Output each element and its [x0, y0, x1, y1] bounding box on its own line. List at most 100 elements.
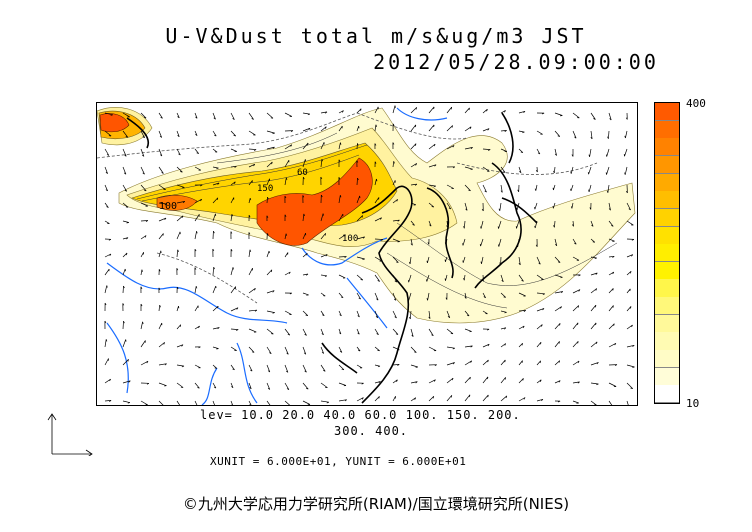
- wind-arrow: [212, 130, 217, 137]
- wind-arrow-head: [517, 189, 520, 192]
- wind-arrow: [356, 125, 360, 132]
- wind-arrow: [122, 202, 129, 208]
- wind-arrow: [248, 346, 255, 353]
- wind-arrow: [464, 107, 470, 114]
- wind-arrow: [518, 343, 523, 348]
- wind-arrow: [463, 220, 466, 229]
- wind-arrow: [176, 382, 184, 388]
- wind-arrow: [302, 273, 309, 276]
- wind-arrow: [176, 215, 184, 222]
- wind-arrow: [464, 166, 473, 170]
- wind-arrow-head: [445, 297, 448, 300]
- wind-arrow: [122, 400, 130, 403]
- wind-arrow: [122, 237, 129, 240]
- wind-arrow-head: [557, 135, 560, 137]
- wind-arrow-head: [140, 286, 143, 289]
- wind-arrow-head: [160, 116, 163, 119]
- wind-arrow: [374, 106, 379, 114]
- wind-arrow-head: [324, 275, 328, 277]
- wind-arrow: [320, 382, 328, 388]
- wind-arrow: [374, 364, 381, 367]
- wind-arrow-head: [124, 189, 127, 192]
- wind-arrow-head: [469, 126, 472, 129]
- wind-arrow: [122, 166, 127, 175]
- wind-arrow-head: [339, 314, 342, 317]
- wind-arrow-head: [428, 316, 431, 319]
- wind-arrow: [626, 306, 632, 312]
- wind-arrow: [409, 256, 412, 265]
- wind-arrow-head: [535, 244, 538, 247]
- wind-arrow-head: [504, 343, 507, 346]
- wind-arrow-head: [267, 370, 271, 373]
- wind-arrow-head: [325, 111, 328, 114]
- wind-arrow: [626, 400, 629, 405]
- wind-arrow: [518, 310, 526, 312]
- wind-arrow: [374, 328, 379, 335]
- wind-arrow: [428, 164, 437, 168]
- wind-arrow: [302, 382, 309, 390]
- wind-arrow: [572, 305, 579, 312]
- contour-label: 150: [257, 184, 273, 194]
- wind-arrow: [480, 220, 484, 229]
- wind-arrow-head: [595, 322, 597, 326]
- wind-arrow: [464, 360, 472, 366]
- wind-arrow: [608, 323, 615, 330]
- wind-arrow: [606, 148, 610, 157]
- wind-arrow: [570, 166, 574, 174]
- wind-arrow-head: [397, 219, 400, 222]
- wind-arrow: [284, 310, 292, 315]
- wind-arrow-head: [140, 303, 143, 307]
- wind-arrow: [176, 201, 185, 204]
- wind-arrow-head: [503, 171, 506, 173]
- wind-arrow-head: [466, 314, 470, 317]
- wind-arrow: [338, 110, 344, 114]
- wind-arrow-head: [122, 303, 125, 306]
- wind-arrow: [626, 271, 632, 276]
- wind-arrow: [176, 231, 181, 240]
- wind-arrow-head: [123, 285, 125, 289]
- borders: [97, 112, 598, 304]
- wind-arrow-head: [411, 334, 414, 337]
- wind-arrow: [482, 108, 488, 114]
- wind-arrow: [266, 400, 271, 405]
- wind-arrow-head: [232, 118, 235, 120]
- wind-arrow: [445, 256, 448, 262]
- wind-arrow-head: [498, 208, 501, 211]
- wind-arrow: [266, 112, 274, 119]
- wind-arrow-head: [625, 190, 628, 194]
- wind-arrow-head: [126, 237, 129, 240]
- wind-arrow: [446, 310, 451, 318]
- wind-arrow: [176, 184, 185, 188]
- wind-arrow-head: [357, 332, 360, 335]
- wind-arrow: [392, 346, 400, 351]
- wind-arrow: [464, 147, 473, 150]
- wind-arrow: [266, 310, 275, 313]
- scale-segment: [655, 350, 679, 369]
- wind-arrow-head: [176, 286, 179, 290]
- wind-arrow-head: [361, 215, 363, 218]
- wind-arrow-head: [446, 225, 449, 228]
- wind-arrow: [302, 364, 307, 373]
- wind-arrow-head: [570, 171, 572, 174]
- wind-arrow-head: [195, 116, 198, 119]
- wind-arrow: [481, 256, 484, 264]
- wind-arrow: [302, 159, 306, 168]
- wind-arrow: [302, 400, 311, 405]
- wind-arrow-head: [487, 359, 489, 363]
- wind-arrow: [374, 292, 379, 301]
- wind-arrow-head: [482, 279, 484, 282]
- wind-arrow: [410, 183, 417, 186]
- wind-arrow-head: [178, 153, 181, 156]
- wind-arrow-head: [251, 118, 254, 120]
- wind-arrow-head: [497, 244, 500, 247]
- wind-arrow: [140, 360, 149, 366]
- wind-arrow: [608, 202, 611, 211]
- wind-arrow-head: [448, 207, 451, 210]
- wind-arrow-head: [557, 261, 561, 263]
- wind-arrow-head: [594, 257, 597, 260]
- wind-arrow: [212, 166, 219, 169]
- wind-arrow: [212, 327, 220, 330]
- wind-arrow-head: [427, 242, 430, 245]
- wind-arrow: [428, 220, 432, 227]
- wind-arrow: [194, 112, 198, 119]
